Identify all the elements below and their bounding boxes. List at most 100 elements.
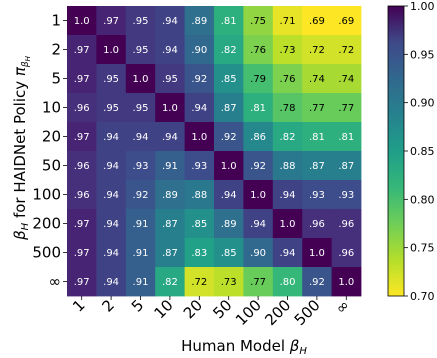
heatmap-cell [96, 151, 127, 181]
heatmap-cell [184, 64, 215, 94]
heatmap-cell [155, 64, 185, 94]
cell-value-label: .81 [221, 16, 237, 27]
y-tick-label: ∞ [49, 273, 62, 291]
cell-value-label: .91 [133, 248, 149, 259]
y-tick-label: 50 [42, 157, 61, 175]
heatmap-cell [272, 93, 303, 123]
heatmap-cell [96, 267, 127, 297]
heatmap-cell [272, 267, 303, 297]
cell-value-label: .92 [133, 190, 149, 201]
cell-value-label: .93 [309, 190, 325, 201]
y-axis-label: βH for HAIDNet Policy πβH [11, 55, 32, 241]
heatmap-cell [302, 267, 332, 297]
cell-value-label: .83 [191, 248, 207, 259]
heatmap-cell [331, 93, 362, 123]
cell-value-label: .71 [280, 16, 296, 27]
heatmap-cell [96, 238, 127, 268]
heatmap-cell [155, 238, 185, 268]
y-tick-label: 20 [42, 128, 61, 146]
heatmap-cell [214, 6, 244, 36]
heatmap-cell [331, 35, 362, 65]
cell-value-label: .92 [250, 161, 266, 172]
cell-value-label: .95 [133, 16, 149, 27]
cell-value-label: .97 [74, 219, 90, 230]
heatmap-cell-labels: 1.0 .97 .95 .94 .89 .81 .75 .71 .69 .69 .97 1.0 .95.… [74, 16, 355, 288]
heatmap-cell [331, 209, 362, 239]
cell-value-label: .95 [133, 45, 149, 56]
heatmap-cell [272, 180, 303, 210]
cell-value-label: 1.0 [309, 248, 325, 259]
x-axis-label: Human Model βH [181, 337, 307, 357]
cell-value-label: .97 [103, 16, 119, 27]
heatmap-cell [243, 209, 274, 239]
cell-value-label: .86 [250, 132, 266, 143]
colorbar-tick-label: 0.85 [410, 145, 435, 158]
cell-value-label: .81 [338, 132, 354, 143]
heatmap-cell [67, 238, 97, 268]
heatmap-cell [302, 180, 332, 210]
cell-value-label: .96 [74, 190, 90, 201]
cell-value-label: .94 [133, 132, 149, 143]
x-tick-label: 20 [180, 296, 206, 322]
cell-value-label: .94 [162, 45, 178, 56]
cell-value-label: .93 [133, 161, 149, 172]
cell-value-label: .81 [309, 132, 325, 143]
cell-value-label: .91 [162, 161, 178, 172]
heatmap-cell [125, 93, 156, 123]
heatmap-cell [96, 64, 127, 94]
cell-value-label: .91 [133, 219, 149, 230]
cell-value-label: .77 [338, 103, 354, 114]
cell-value-label: .87 [221, 103, 237, 114]
cell-value-label: 1.0 [133, 74, 149, 85]
cell-value-label: .82 [162, 277, 178, 288]
cell-value-label: .87 [162, 248, 178, 259]
colorbar-tick-label: 0.70 [410, 290, 435, 303]
colorbar-tick-label: 0.90 [410, 97, 435, 110]
cell-value-label: .94 [103, 248, 119, 259]
heatmap-cell [184, 6, 215, 36]
y-tick-label: 2 [51, 41, 61, 59]
cell-value-label: .94 [191, 103, 207, 114]
x-tick-label: 10 [150, 296, 176, 322]
heatmap-cell [331, 267, 362, 297]
y-tick-label: 10 [42, 99, 61, 117]
heatmap-cell [302, 238, 332, 268]
cell-value-label: .88 [280, 161, 296, 172]
cell-value-label: .89 [162, 190, 178, 201]
heatmap-cell [67, 209, 97, 239]
heatmap-cell [155, 93, 185, 123]
cell-value-label: .93 [191, 161, 207, 172]
heatmap-cell [125, 180, 156, 210]
heatmap-cell [125, 267, 156, 297]
cell-value-label: .72 [338, 45, 354, 56]
heatmap-cell [125, 64, 156, 94]
cell-value-label: .95 [103, 74, 119, 85]
heatmap-cell [272, 209, 303, 239]
cell-value-label: .78 [280, 103, 296, 114]
heatmap-cell [243, 64, 274, 94]
heatmap-cell [184, 93, 215, 123]
cell-value-label: .91 [133, 277, 149, 288]
heatmap-cell [302, 93, 332, 123]
heatmap-cell [155, 122, 185, 152]
heatmap-cell [214, 122, 244, 152]
cell-value-label: .85 [221, 74, 237, 85]
cell-value-label: 1.0 [191, 132, 207, 143]
heatmap-cell [272, 35, 303, 65]
cell-value-label: .77 [309, 103, 325, 114]
cell-value-label: .92 [309, 277, 325, 288]
heatmap-cell [125, 151, 156, 181]
cell-value-label: .75 [250, 16, 266, 27]
heatmap-cell [214, 151, 244, 181]
x-tick-label: 5 [128, 296, 147, 315]
heatmap-cell [214, 35, 244, 65]
cell-value-label: .74 [338, 74, 354, 85]
cell-value-label: .96 [74, 103, 90, 114]
cell-value-label: .74 [309, 74, 325, 85]
x-tick-label: ∞ [332, 296, 354, 318]
cell-value-label: .87 [309, 161, 325, 172]
heatmap-cell [243, 6, 274, 36]
x-tick-label: 1 [69, 296, 88, 315]
y-tick-label: 200 [32, 215, 61, 233]
heatmap-cell [125, 35, 156, 65]
